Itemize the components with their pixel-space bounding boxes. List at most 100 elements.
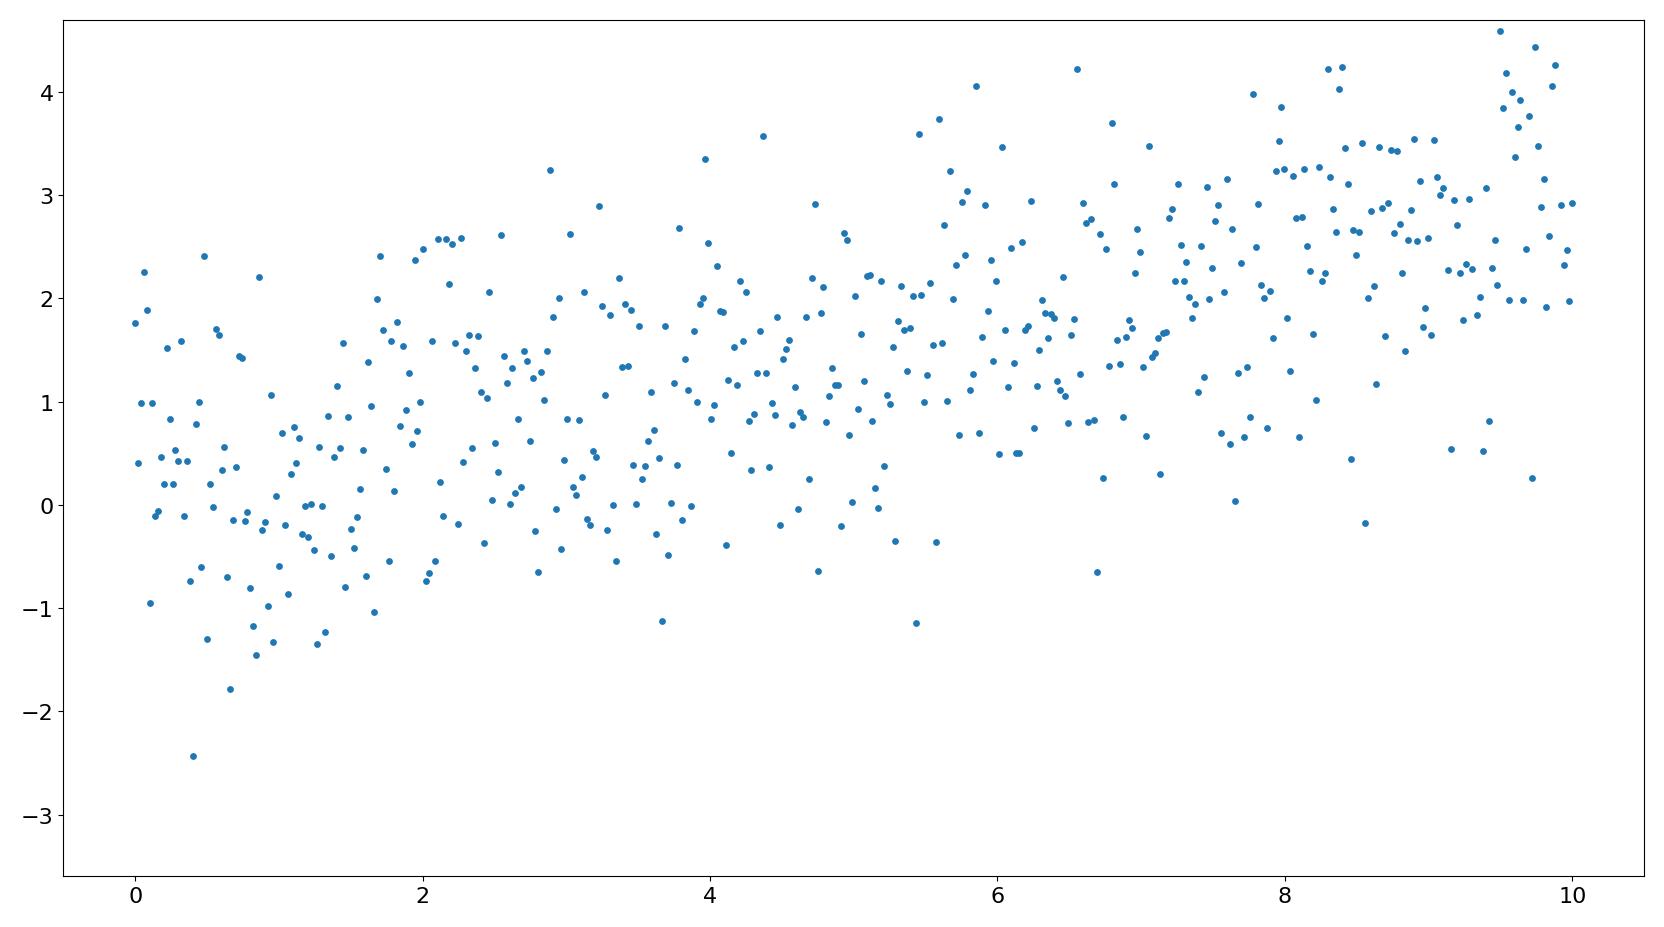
- Point: [666, 222, 692, 236]
- Point: [1261, 164, 1288, 179]
- Point: [1028, 293, 1055, 308]
- Point: [366, 249, 393, 264]
- Point: [130, 265, 156, 280]
- Point: [225, 349, 251, 363]
- Point: [772, 342, 799, 357]
- Point: [755, 460, 782, 475]
- Point: [1008, 235, 1035, 250]
- Point: [429, 509, 456, 524]
- Point: [587, 299, 614, 314]
- Point: [125, 456, 151, 471]
- Point: [1281, 211, 1308, 226]
- Point: [389, 339, 416, 354]
- Point: [173, 454, 200, 469]
- Point: [970, 197, 997, 212]
- Point: [1333, 177, 1359, 192]
- Point: [1399, 133, 1426, 147]
- Point: [1210, 285, 1236, 299]
- Point: [780, 380, 807, 395]
- Point: [436, 278, 463, 293]
- Point: [807, 307, 834, 322]
- Point: [1443, 219, 1469, 234]
- Point: [153, 341, 180, 356]
- Point: [1218, 222, 1245, 236]
- Point: [128, 396, 155, 411]
- Point: [657, 497, 684, 512]
- Point: [361, 605, 388, 620]
- Point: [1201, 215, 1228, 230]
- Point: [827, 519, 854, 534]
- Point: [1186, 240, 1213, 255]
- Point: [874, 388, 900, 403]
- Point: [1331, 142, 1358, 157]
- Point: [562, 489, 589, 503]
- Point: [1368, 201, 1394, 216]
- Point: [993, 380, 1020, 395]
- Point: [1340, 223, 1366, 238]
- Point: [1524, 139, 1551, 154]
- Point: [606, 272, 632, 286]
- Point: [1035, 331, 1062, 346]
- Point: [784, 502, 810, 517]
- Point: [295, 530, 321, 545]
- Point: [396, 366, 423, 381]
- Point: [1132, 428, 1158, 443]
- Point: [1002, 446, 1028, 461]
- Point: [1037, 307, 1063, 322]
- Point: [1308, 274, 1335, 289]
- Point: [263, 489, 290, 504]
- Point: [1245, 197, 1271, 212]
- Point: [945, 428, 972, 443]
- Point: [1538, 80, 1564, 95]
- Point: [369, 324, 396, 338]
- Point: [406, 395, 433, 410]
- Point: [200, 501, 226, 515]
- Point: [534, 344, 561, 359]
- Point: [318, 550, 344, 565]
- Point: [855, 268, 882, 283]
- Point: [894, 364, 920, 379]
- Point: [930, 219, 957, 234]
- Point: [1181, 298, 1208, 312]
- Point: [266, 559, 293, 574]
- Point: [1345, 225, 1371, 240]
- Point: [522, 525, 549, 540]
- Point: [1241, 240, 1268, 255]
- Point: [341, 540, 368, 555]
- Point: [567, 470, 594, 485]
- Point: [243, 648, 270, 663]
- Point: [271, 518, 298, 533]
- Point: [1045, 383, 1072, 398]
- Point: [236, 581, 263, 596]
- Point: [156, 412, 183, 426]
- Point: [1513, 242, 1539, 257]
- Point: [1088, 471, 1115, 486]
- Point: [737, 463, 764, 477]
- Point: [835, 428, 862, 443]
- Point: [701, 398, 727, 413]
- Point: [985, 447, 1012, 462]
- Point: [1092, 243, 1118, 258]
- Point: [1336, 452, 1363, 467]
- Point: [914, 368, 940, 383]
- Point: [428, 475, 454, 489]
- Point: [1313, 63, 1340, 78]
- Point: [1258, 332, 1285, 347]
- Point: [433, 233, 459, 248]
- Point: [438, 237, 464, 252]
- Point: [444, 517, 471, 532]
- Point: [228, 351, 255, 366]
- Point: [1123, 222, 1150, 237]
- Point: [386, 419, 413, 434]
- Point: [1449, 313, 1476, 328]
- Point: [842, 289, 869, 304]
- Point: [449, 455, 476, 470]
- Point: [800, 197, 827, 212]
- Point: [398, 438, 424, 452]
- Point: [346, 482, 373, 497]
- Point: [441, 336, 468, 350]
- Point: [586, 199, 612, 214]
- Point: [231, 514, 258, 529]
- Point: [121, 316, 148, 331]
- Point: [1558, 197, 1584, 211]
